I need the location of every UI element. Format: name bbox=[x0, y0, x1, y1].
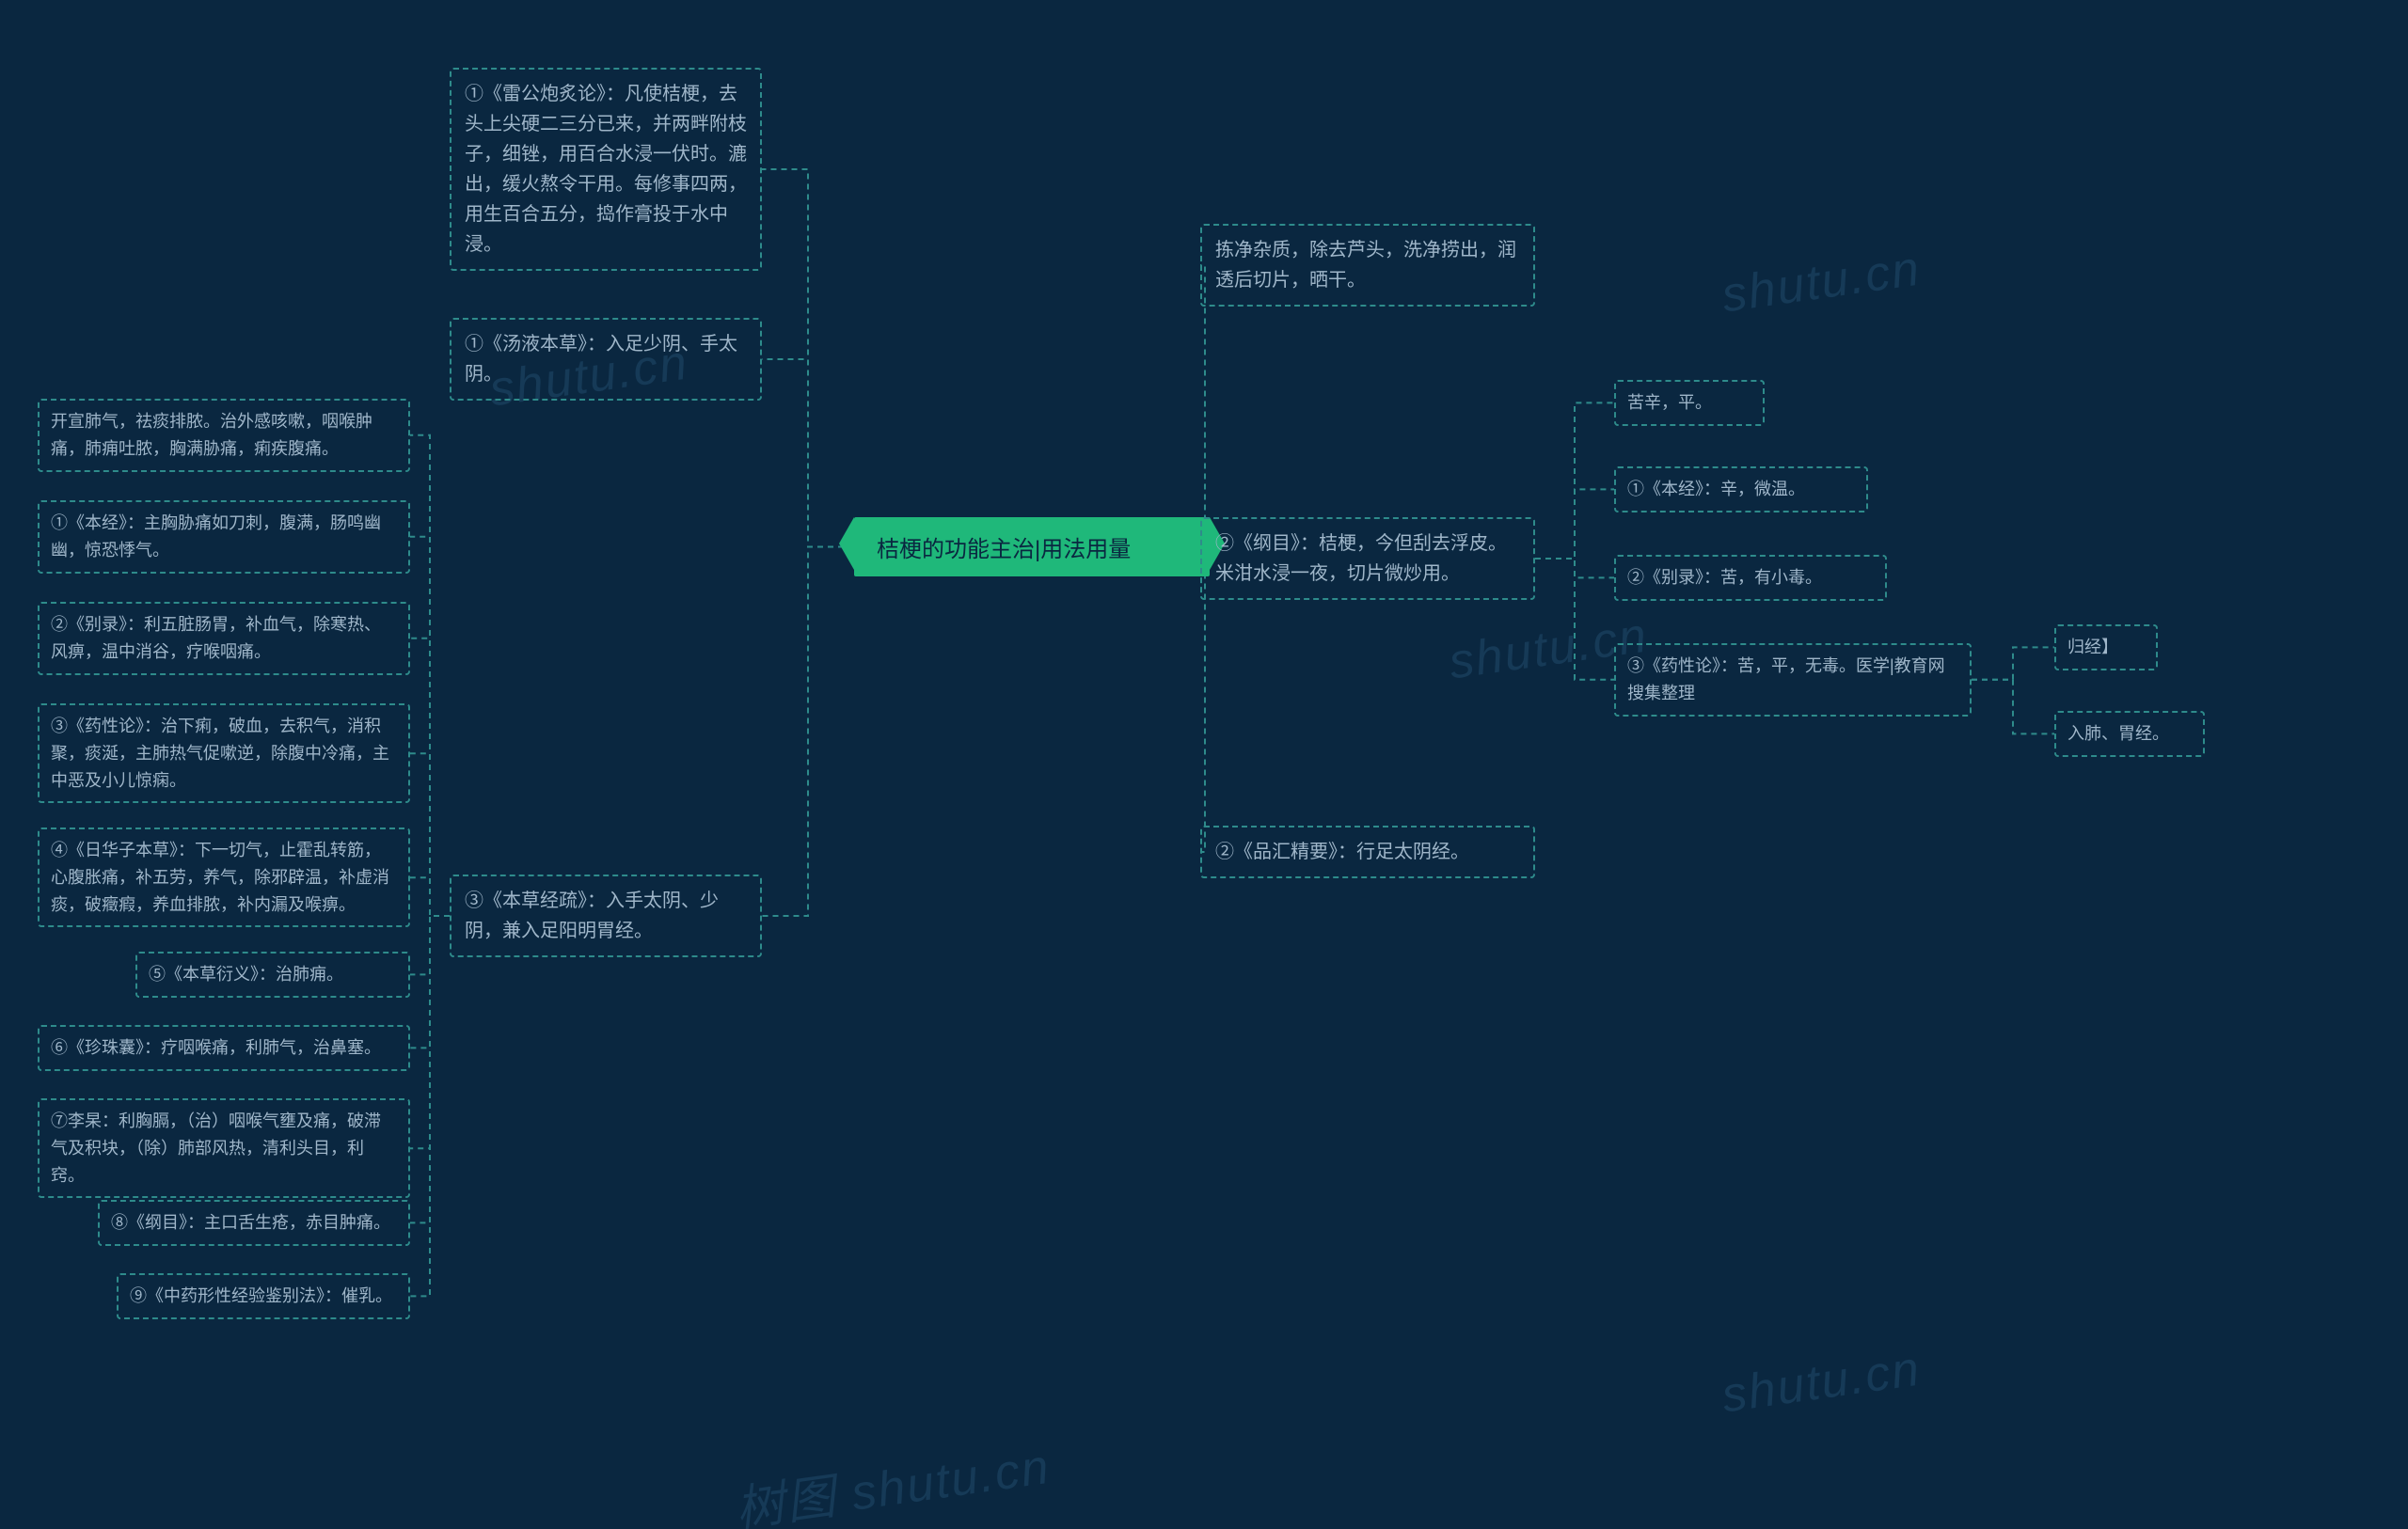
node-l3b[interactable]: ①《本经》：主胸胁痛如刀刺，腹满，肠鸣幽幽，惊恐悸气。 bbox=[38, 500, 410, 574]
node-l3h[interactable]: ⑦李杲：利胸膈，（治）咽喉气壅及痛，破滞气及积块，（除）肺部风热，清利头目，利窍… bbox=[38, 1098, 410, 1198]
node-r2b[interactable]: ①《本经》：辛，微温。 bbox=[1614, 466, 1868, 512]
node-l3j[interactable]: ⑨《中药形性经验鉴别法》：催乳。 bbox=[117, 1273, 410, 1319]
watermark: shutu.cn bbox=[1719, 1340, 1925, 1424]
node-r3[interactable]: ②《品汇精要》：行足太阴经。 bbox=[1200, 826, 1535, 878]
node-r2a[interactable]: 苦辛，平。 bbox=[1614, 380, 1765, 426]
node-l3i[interactable]: ⑧《纲目》：主口舌生疮，赤目肿痛。 bbox=[98, 1200, 410, 1246]
watermark: 树图 shutu.cn bbox=[730, 1427, 1054, 1529]
node-l3f[interactable]: ⑤《本草衍义》：治肺痈。 bbox=[135, 952, 410, 998]
node-r2d2[interactable]: 入肺、胃经。 bbox=[2054, 711, 2205, 757]
node-l3e[interactable]: ④《日华子本草》：下一切气，止霍乱转筋，心腹胀痛，补五劳，养气，除邪辟温，补虚消… bbox=[38, 828, 410, 927]
node-l2[interactable]: ①《汤液本草》：入足少阴、手太阴。 bbox=[450, 318, 762, 401]
node-r2[interactable]: ②《纲目》：桔梗，今但刮去浮皮。米泔水浸一夜，切片微炒用。 bbox=[1200, 517, 1535, 600]
node-r2d[interactable]: ③《药性论》：苦，平，无毒。医学|教育网搜集整理 bbox=[1614, 643, 1972, 717]
root-node[interactable]: 桔梗的功能主治|用法用量 bbox=[854, 517, 1210, 576]
node-l3c[interactable]: ②《别录》：利五脏肠胃，补血气，除寒热、风痹，温中消谷，疗喉咽痛。 bbox=[38, 602, 410, 675]
node-r2c[interactable]: ②《别录》：苦，有小毒。 bbox=[1614, 555, 1887, 601]
node-l1[interactable]: ①《雷公炮炙论》：凡使桔梗，去头上尖硬二三分已来，并两畔附枝子，细锉，用百合水浸… bbox=[450, 68, 762, 271]
node-r1[interactable]: 拣净杂质，除去芦头，洗净捞出，润透后切片，晒干。 bbox=[1200, 224, 1535, 307]
watermark: shutu.cn bbox=[1719, 240, 1925, 323]
node-l3a[interactable]: 开宣肺气，祛痰排脓。治外感咳嗽，咽喉肿痛，肺痈吐脓，胸满胁痛，痢疾腹痛。 bbox=[38, 399, 410, 472]
node-l3g[interactable]: ⑥《珍珠囊》：疗咽喉痛，利肺气，治鼻塞。 bbox=[38, 1025, 410, 1071]
mindmap-canvas: shutu.cn shutu.cn shutu.cn 树图 shutu.cn s… bbox=[0, 0, 2408, 1529]
node-l3[interactable]: ③《本草经疏》：入手太阴、少阴，兼入足阳明胃经。 bbox=[450, 875, 762, 957]
node-r2d1[interactable]: 归经】 bbox=[2054, 624, 2158, 670]
node-l3d[interactable]: ③《药性论》：治下痢，破血，去积气，消积聚，痰涎，主肺热气促嗽逆，除腹中冷痛，主… bbox=[38, 703, 410, 803]
